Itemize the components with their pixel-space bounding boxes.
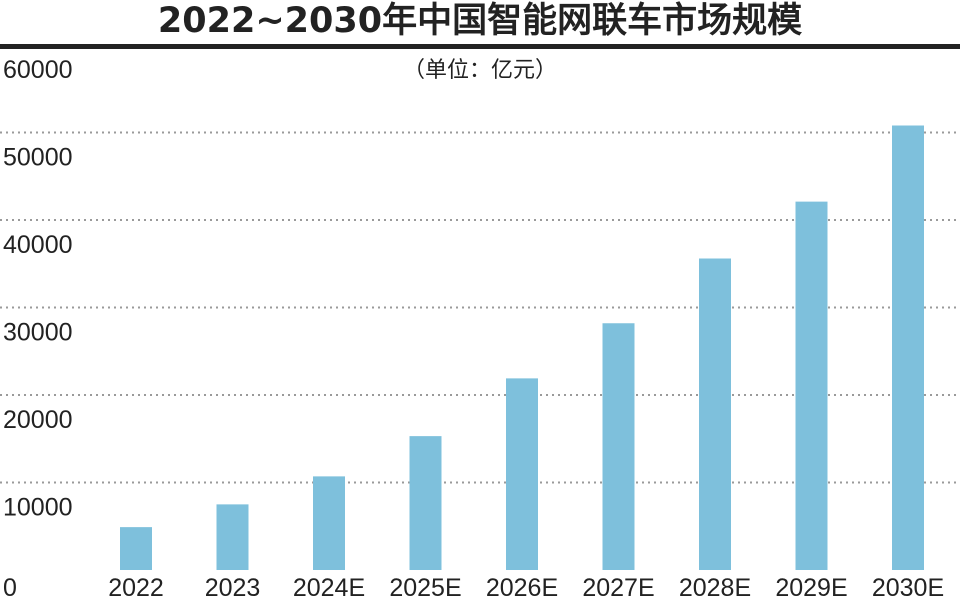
y-tick-label: 50000	[3, 144, 73, 172]
x-tick-label: 2026E	[486, 574, 558, 602]
x-tick-label: 2028E	[679, 574, 751, 602]
bar-2030E	[892, 125, 924, 570]
x-tick-label: 2027E	[582, 574, 654, 602]
x-tick-label: 2030E	[872, 574, 944, 602]
y-tick-label: 30000	[3, 319, 73, 347]
y-tick-label: 0	[3, 574, 17, 602]
bar-2029E	[795, 201, 828, 570]
x-axis-labels: 2022 2023 2024E 2025E 2026E 2027E 2028E 2029E 20…	[108, 574, 944, 602]
y-tick-label: 60000	[3, 56, 73, 84]
bar-2027E	[602, 323, 635, 570]
x-tick-label: 2025E	[389, 574, 461, 602]
y-tick-label: 40000	[3, 231, 73, 259]
chart-title: 2022~2030年中国智能网联车市场规模	[157, 1, 803, 41]
bar-2024E	[313, 476, 345, 570]
bar-2025E	[409, 436, 442, 570]
bar-2026E	[506, 378, 538, 570]
bar-2022	[120, 527, 152, 570]
y-tick-label: 20000	[3, 406, 73, 434]
bar-2023	[216, 504, 249, 570]
bar-2028E	[699, 258, 731, 570]
x-tick-label: 2029E	[775, 574, 847, 602]
y-axis-ticks: 0 10000 20000 30000 40000 50000 60000	[3, 56, 73, 602]
title-divider	[0, 44, 960, 49]
x-tick-label: 2023	[205, 574, 261, 602]
bars	[120, 125, 924, 570]
x-tick-label: 2022	[108, 574, 164, 602]
x-tick-label: 2024E	[293, 574, 365, 602]
y-tick-label: 10000	[3, 494, 73, 522]
chart-subtitle: （单位：亿元）	[402, 58, 557, 83]
